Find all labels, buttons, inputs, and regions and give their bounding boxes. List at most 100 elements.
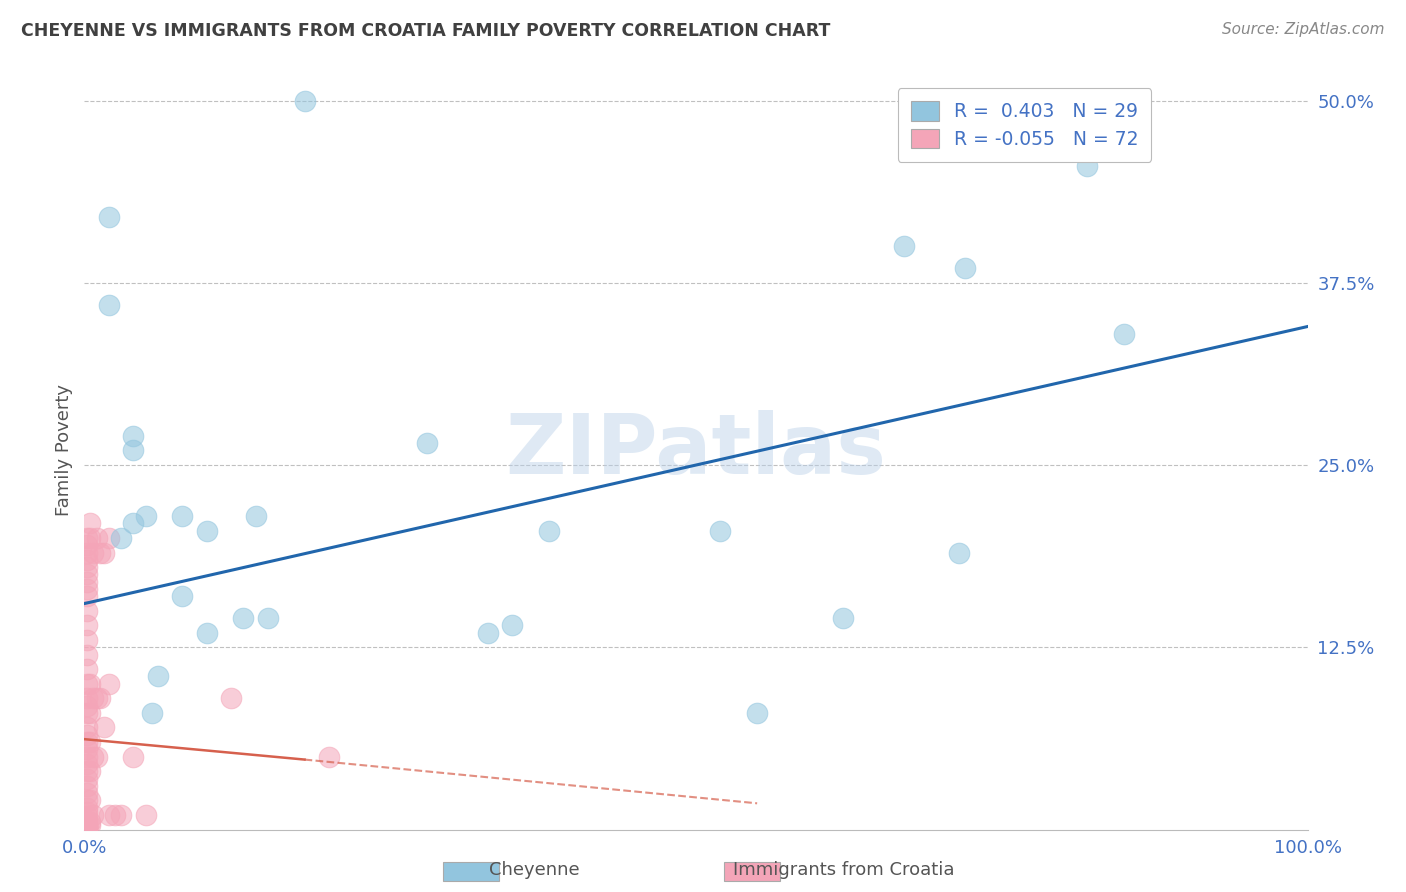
Point bbox=[76, 560, 98, 574]
Point bbox=[76, 567, 98, 582]
Point bbox=[76, 820, 98, 834]
Point bbox=[97, 531, 120, 545]
Point bbox=[104, 808, 127, 822]
Point bbox=[245, 509, 267, 524]
Point bbox=[76, 662, 98, 676]
Point bbox=[172, 509, 194, 524]
Point bbox=[122, 516, 145, 531]
Point bbox=[76, 820, 98, 834]
Point bbox=[76, 618, 98, 632]
Point bbox=[195, 625, 218, 640]
Point bbox=[76, 735, 98, 749]
Text: CHEYENNE VS IMMIGRANTS FROM CROATIA FAMILY POVERTY CORRELATION CHART: CHEYENNE VS IMMIGRANTS FROM CROATIA FAMI… bbox=[21, 22, 831, 40]
Point bbox=[172, 589, 194, 603]
Point bbox=[76, 820, 98, 834]
Point bbox=[93, 545, 115, 559]
Point bbox=[76, 793, 98, 807]
Point bbox=[82, 808, 104, 822]
Point bbox=[82, 691, 104, 706]
Point bbox=[76, 721, 98, 735]
Point bbox=[82, 749, 104, 764]
Point bbox=[79, 706, 101, 720]
Point bbox=[76, 800, 98, 814]
Point bbox=[76, 779, 98, 793]
Point bbox=[79, 764, 101, 779]
Point bbox=[709, 524, 731, 538]
Point bbox=[97, 808, 120, 822]
Point bbox=[76, 706, 98, 720]
Point bbox=[76, 756, 98, 771]
Point bbox=[110, 808, 132, 822]
Point bbox=[502, 618, 524, 632]
Point bbox=[76, 818, 98, 832]
Point bbox=[538, 524, 561, 538]
Point bbox=[76, 815, 98, 830]
Legend: R =  0.403   N = 29, R = -0.055   N = 72: R = 0.403 N = 29, R = -0.055 N = 72 bbox=[897, 88, 1152, 162]
Point bbox=[146, 669, 169, 683]
Point bbox=[76, 805, 98, 819]
Point bbox=[76, 677, 98, 691]
Point bbox=[79, 516, 101, 531]
Point bbox=[76, 545, 98, 559]
Point bbox=[76, 698, 98, 713]
Point bbox=[76, 538, 98, 552]
Point bbox=[416, 436, 439, 450]
Point bbox=[948, 545, 970, 559]
Point bbox=[76, 531, 98, 545]
Text: ZIPatlas: ZIPatlas bbox=[506, 410, 886, 491]
Text: Immigrants from Croatia: Immigrants from Croatia bbox=[733, 861, 955, 879]
Point bbox=[86, 749, 108, 764]
Point bbox=[76, 820, 98, 834]
Point bbox=[257, 611, 280, 625]
Point bbox=[76, 772, 98, 786]
Point bbox=[76, 809, 98, 823]
Point bbox=[76, 633, 98, 648]
Point bbox=[97, 298, 120, 312]
Point bbox=[318, 749, 340, 764]
Point bbox=[97, 210, 120, 224]
Point bbox=[232, 611, 254, 625]
Text: Cheyenne: Cheyenne bbox=[489, 861, 579, 879]
Point bbox=[135, 808, 157, 822]
Point bbox=[953, 261, 976, 276]
Point bbox=[89, 691, 111, 706]
Point bbox=[76, 820, 98, 834]
Point bbox=[477, 625, 499, 640]
Point bbox=[76, 816, 98, 830]
Point bbox=[79, 531, 101, 545]
Point bbox=[86, 531, 108, 545]
Point bbox=[76, 786, 98, 800]
Point bbox=[76, 582, 98, 596]
Point bbox=[93, 721, 115, 735]
Point bbox=[76, 820, 98, 834]
Point bbox=[831, 611, 853, 625]
Point bbox=[219, 691, 242, 706]
Point bbox=[76, 604, 98, 618]
Point bbox=[122, 429, 145, 443]
Point bbox=[76, 742, 98, 756]
Point bbox=[1076, 159, 1098, 173]
Y-axis label: Family Poverty: Family Poverty bbox=[55, 384, 73, 516]
Point bbox=[76, 574, 98, 589]
Text: Source: ZipAtlas.com: Source: ZipAtlas.com bbox=[1222, 22, 1385, 37]
Point bbox=[195, 524, 218, 538]
Point bbox=[76, 728, 98, 742]
Point bbox=[79, 818, 101, 832]
Point bbox=[82, 545, 104, 559]
Point bbox=[141, 706, 163, 720]
Point bbox=[79, 677, 101, 691]
Point bbox=[79, 735, 101, 749]
Point bbox=[1114, 326, 1136, 341]
Point bbox=[89, 545, 111, 559]
Point bbox=[79, 793, 101, 807]
Point bbox=[86, 691, 108, 706]
Point bbox=[79, 815, 101, 830]
Point bbox=[122, 443, 145, 458]
Point bbox=[747, 706, 769, 720]
Point bbox=[76, 764, 98, 779]
Point bbox=[97, 677, 120, 691]
Point bbox=[76, 749, 98, 764]
Point bbox=[122, 749, 145, 764]
Point bbox=[76, 648, 98, 662]
Point bbox=[135, 509, 157, 524]
